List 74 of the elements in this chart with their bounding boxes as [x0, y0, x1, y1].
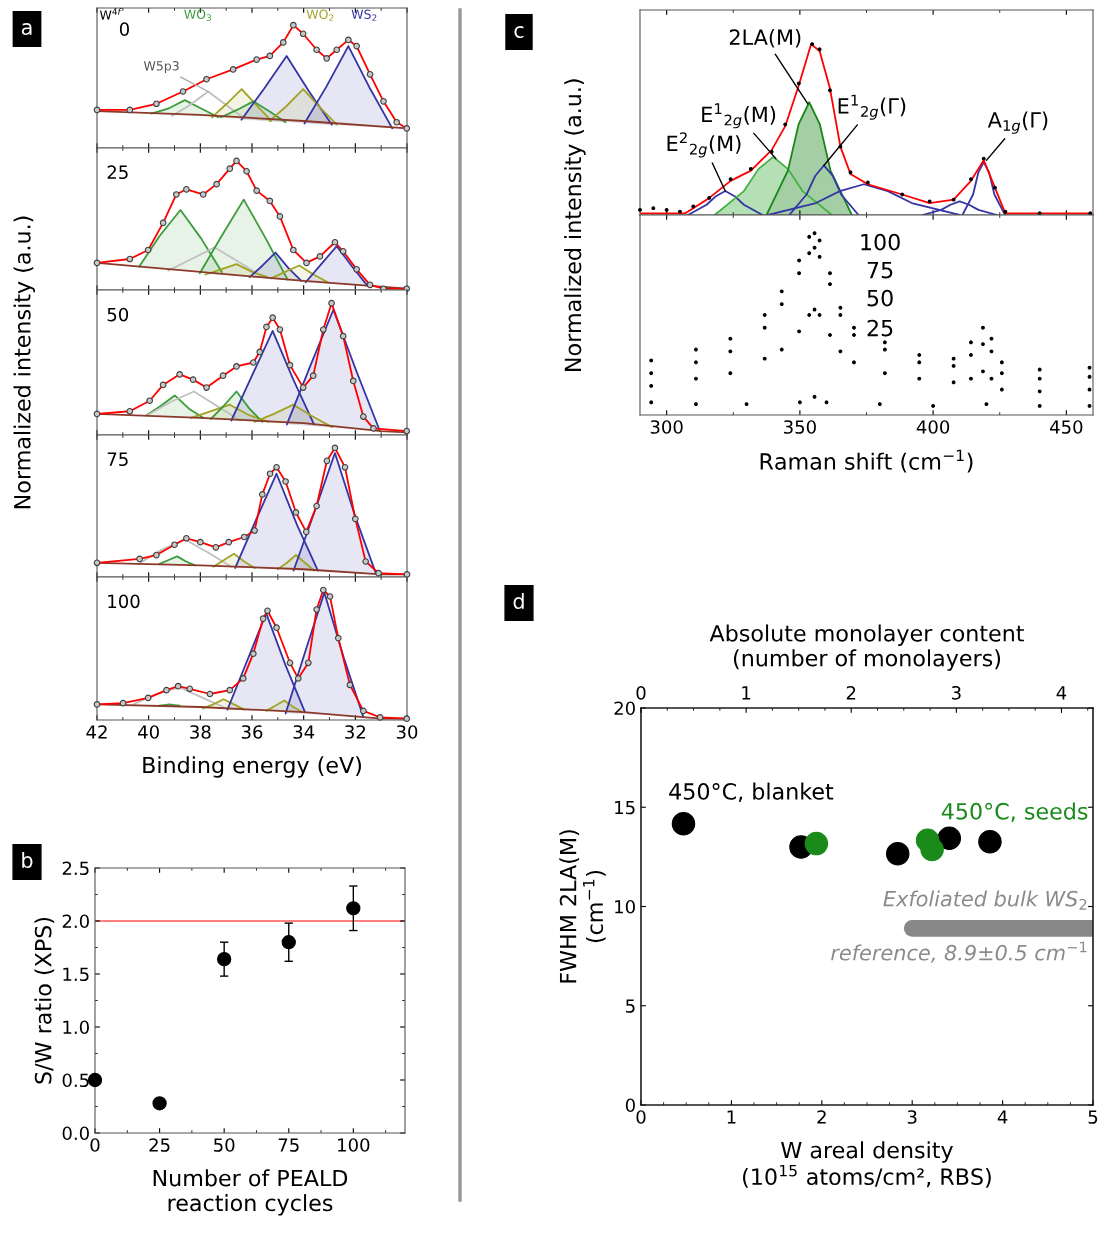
y-tick-label: 0.0	[62, 1126, 89, 1141]
x-tick-label: 100	[338, 1138, 370, 1152]
annotation: 25	[867, 319, 893, 337]
text: a	[21, 23, 32, 36]
x2-tick-label: 0	[636, 685, 646, 700]
x2-tick-label: 4	[1056, 686, 1067, 700]
y-axis-title: Normalized intensity (a.u.)	[564, 79, 586, 371]
x-tick-label: 40	[138, 725, 159, 739]
annotation: 25	[107, 165, 128, 180]
text: W$^{4f}$	[99, 8, 122, 20]
x-tick-label: 38	[190, 725, 211, 739]
x2-tick-label: 2	[846, 685, 856, 700]
x-tick-label: 36	[241, 725, 263, 739]
x-tick-label: 450	[1050, 420, 1083, 434]
x2-axis-title: Absolute monolayer content (number of monolayers)	[709, 624, 1024, 671]
annotation: E$^{1}$$_{2g}$(Γ)	[838, 94, 906, 120]
annotation: 100	[108, 594, 140, 609]
x-tick-label: 5	[1088, 1110, 1098, 1124]
x-axis-title: Raman shift (cm$^{−1}$)	[760, 449, 973, 473]
y-tick-label: 20	[614, 701, 635, 716]
x-tick-label: 1	[727, 1110, 736, 1124]
x2-tick-label: 1	[742, 686, 751, 700]
annotation: 450°C, seeds	[941, 802, 1088, 822]
x-tick-label: 350	[784, 420, 816, 434]
text: WO$_{3}$	[184, 9, 211, 21]
x-axis-title: Number of PEALD reaction cycles	[153, 1169, 348, 1216]
x-tick-label: 2	[817, 1110, 826, 1124]
text: WS$_{2}$	[351, 9, 377, 21]
annotation: reference, 8.9±0.5 cm$^{−1}$	[831, 941, 1087, 963]
annotation: W5p3	[143, 61, 179, 73]
annotation: 2LA(M)	[729, 28, 801, 48]
y-tick-label: 2.5	[62, 861, 89, 876]
x-tick-label: 34	[293, 725, 315, 739]
annotation: 450°C, blanket	[669, 782, 834, 803]
y-tick-label: 1.0	[63, 1020, 89, 1035]
x-tick-label: 32	[345, 725, 366, 739]
annotation: 0	[119, 22, 129, 36]
annotation: 100	[861, 233, 900, 251]
annotation: 75	[107, 452, 128, 467]
text: b	[22, 851, 33, 869]
y-tick-label: 0	[625, 1098, 635, 1113]
annotation: 50	[107, 307, 129, 322]
y-tick-label: 0.5	[62, 1073, 89, 1088]
x-tick-label: 0	[636, 1110, 646, 1124]
text: WO$_{2}$	[306, 9, 334, 21]
x-axis-title: W areal density (10$^{15}$ atoms/cm², RBS)	[743, 1141, 991, 1188]
y-tick-label: 5	[626, 999, 635, 1013]
annotation: 50	[867, 289, 893, 307]
x-axis-title: Binding energy (eV)	[143, 756, 361, 778]
annotation: Exfoliated bulk WS$_{2}$	[883, 890, 1087, 910]
x-tick-label: 0	[90, 1138, 100, 1152]
y-axis-title: S/W ratio (XPS)	[34, 917, 55, 1084]
text: c	[514, 26, 524, 39]
y-tick-label: 10	[615, 899, 635, 914]
annotation: E$^{2}$$_{2g}$(M)	[667, 132, 741, 158]
annotation: A$_{1g}$(Γ)	[987, 111, 1048, 134]
x-tick-label: 3	[907, 1110, 917, 1124]
annotation: 75	[867, 261, 893, 279]
x-tick-label: 75	[278, 1138, 299, 1152]
y-axis-title: Normalized intensity (a.u.)	[13, 216, 35, 509]
y-tick-label: 2.0	[62, 914, 89, 929]
x2-tick-label: 3	[951, 685, 961, 700]
x-tick-label: 300	[650, 420, 683, 434]
y-tick-label: 15	[615, 800, 635, 815]
annotation: E$^{1}$$_{2g}$(M)	[702, 103, 776, 129]
y-axis-title: FWHM 2LA(M) (cm$^{−1}$)	[559, 830, 606, 983]
x-tick-label: 42	[86, 725, 107, 739]
text: d	[513, 592, 524, 610]
x-tick-label: 25	[149, 1138, 170, 1152]
x-tick-label: 4	[997, 1110, 1008, 1124]
y-tick-label: 1.5	[63, 967, 89, 982]
x-tick-label: 30	[396, 725, 418, 739]
x-tick-label: 400	[916, 420, 950, 434]
x-tick-label: 50	[214, 1138, 235, 1152]
